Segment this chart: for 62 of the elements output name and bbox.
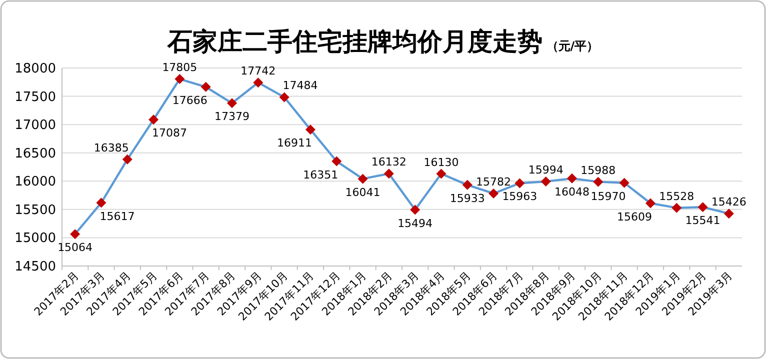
chart-title: 石家庄二手住宅挂牌均价月度走势 [166,27,542,56]
point [253,78,264,88]
point [436,168,446,179]
y-tick-label: 15000 [14,231,56,246]
y-tick-label: 16500 [14,146,56,162]
point [410,204,420,215]
data-label: 15617 [100,210,135,223]
y-tick-label: 14500 [14,260,56,274]
point [645,198,656,208]
point [96,198,106,208]
point [724,208,734,219]
point [358,174,368,184]
point [384,168,394,179]
y-tick-label: 17000 [14,118,56,134]
data-label: 15528 [659,190,694,203]
data-label: 17742 [240,64,276,78]
y-tick-label: 16000 [14,174,56,190]
data-label: 15426 [711,196,746,209]
chart-subtitle: （元/平） [546,39,599,53]
data-label: 15494 [398,216,433,230]
point [174,74,185,84]
point [200,82,211,92]
point [305,124,316,135]
data-label: 16132 [371,156,406,169]
data-label: 16351 [303,168,338,182]
data-label: 17484 [282,79,318,92]
point [148,114,159,125]
data-label: 15933 [450,192,485,205]
data-label: 16385 [94,141,129,154]
point [698,202,708,212]
data-label: 15782 [476,175,512,188]
point [122,154,132,164]
y-tick-label: 17500 [14,90,56,105]
point [70,229,80,240]
data-label: 17805 [162,61,198,74]
data-label: 16041 [345,186,380,199]
data-label: 17087 [152,126,188,140]
data-label: 15988 [580,164,616,177]
point [567,173,577,184]
data-label: 16048 [554,185,590,198]
y-tick-label: 15500 [14,202,56,218]
data-label: 17666 [172,94,208,107]
data-label: 15963 [502,190,538,204]
point [514,178,525,188]
data-label: 16911 [276,136,312,150]
data-label: 15541 [685,214,720,228]
point [332,156,342,166]
data-label: 15609 [616,210,652,224]
data-label: 15064 [58,241,93,254]
point [619,178,630,188]
data-label: 17379 [214,110,250,124]
point [672,202,682,213]
data-label: 16130 [424,156,459,169]
point [227,98,237,108]
point [279,92,290,102]
point [593,176,604,187]
point [488,188,499,198]
data-label: 15970 [590,190,626,203]
y-tick-label: 18000 [14,62,56,76]
point [540,176,551,186]
point [462,180,472,190]
data-label: 15994 [528,163,564,176]
